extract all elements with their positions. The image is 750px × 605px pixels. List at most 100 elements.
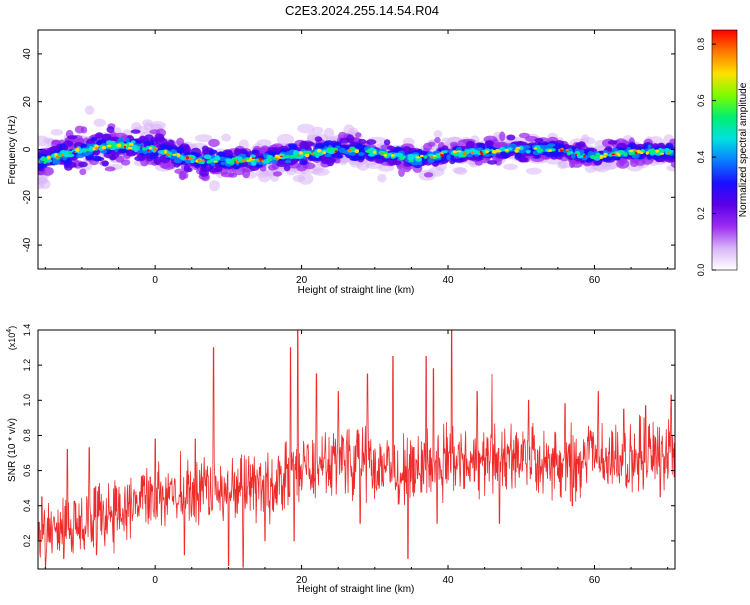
spectrogram-cell — [242, 168, 251, 179]
colorbar-tick-label: 0.6 — [696, 94, 706, 107]
x-tick-label: 0 — [152, 275, 158, 286]
spectrogram-cell — [38, 160, 41, 163]
spectrogram-cell — [79, 168, 87, 176]
spectrogram-cell — [209, 180, 221, 192]
spectrogram-cell — [628, 152, 634, 156]
spectrogram-cell — [603, 152, 608, 156]
spectrogram-x-label: Height of straight line (km) — [298, 285, 415, 296]
spectrogram-cell — [75, 147, 80, 152]
spectrogram-cell — [128, 142, 134, 146]
spectrogram-cell — [146, 149, 150, 152]
y-tick-label: 0.8 — [22, 429, 32, 442]
spectrogram-cell — [142, 147, 147, 151]
spectrogram-cell — [440, 153, 444, 157]
spectrogram-cell — [503, 163, 518, 171]
spectrogram-cell — [95, 147, 99, 150]
x-tick-label: 0 — [152, 575, 158, 586]
spectrogram-cell — [293, 150, 298, 154]
spectrogram-cell — [449, 141, 459, 148]
spectrogram-cell — [84, 105, 95, 115]
y-tick-label: 1.0 — [22, 394, 32, 407]
y-tick-label: 20 — [22, 96, 33, 108]
spectrogram-cell — [660, 150, 665, 154]
spectrogram-cell — [221, 133, 232, 142]
spectrogram-cell — [51, 139, 62, 145]
spectrogram-cell — [55, 155, 59, 159]
spectrogram-cell — [186, 157, 189, 160]
spectrogram-cell — [589, 155, 597, 159]
spectrogram-cell — [194, 134, 213, 143]
colorbar: 0.0 0.2 0.4 0.6 0.8 Normalized spectral ampl… — [696, 29, 749, 277]
spectrogram-cell — [183, 164, 191, 173]
spectrogram-cell — [39, 179, 51, 190]
spectrogram-cell — [316, 148, 322, 153]
snr-scale-label: (x104) — [6, 326, 17, 350]
spectrogram-cell — [210, 162, 216, 167]
spectrogram-cell — [525, 167, 542, 175]
spectrogram-cell — [123, 145, 126, 148]
spectrogram-cell — [242, 159, 247, 163]
spectrogram-cell — [90, 136, 98, 142]
spectrogram-cell — [251, 157, 255, 160]
spectrogram-cell — [288, 154, 296, 159]
y-tick-label: 0.6 — [22, 464, 32, 477]
spectrogram-cell — [202, 159, 205, 162]
spectrogram-cell — [390, 154, 395, 157]
x-tick-label: 60 — [589, 575, 601, 586]
spectrogram-cell — [423, 155, 428, 159]
snr-series-line — [38, 330, 675, 568]
spectrogram-cell — [649, 150, 654, 154]
spectrogram-cell — [251, 149, 258, 155]
spectrogram-cell — [515, 146, 521, 150]
colorbar-tick-label: 0.0 — [696, 264, 706, 277]
spectrogram-cell — [190, 159, 195, 164]
spectrogram-cell — [166, 152, 170, 156]
spectrogram-cell — [639, 151, 644, 154]
spectrogram-cell — [172, 153, 177, 156]
spectrogram-cell — [148, 146, 153, 150]
spectrogram-cell — [399, 156, 405, 161]
spectrogram-cell — [452, 150, 457, 154]
spectrogram-cell — [423, 172, 434, 178]
spectrogram-cell — [463, 152, 467, 155]
spectrogram-cell — [297, 123, 315, 134]
spectrogram-cell — [339, 137, 350, 144]
spectrogram-cell — [335, 145, 341, 149]
spectrogram-cell — [104, 166, 116, 172]
spectrogram-cell — [131, 144, 139, 150]
spectrogram-cell — [228, 160, 235, 165]
spectrogram-cell — [599, 156, 603, 159]
spectrogram-cell — [398, 167, 405, 177]
spectrogram-cell — [634, 149, 637, 153]
spectrogram-cell — [179, 156, 186, 160]
spectrogram-cell — [636, 149, 641, 154]
spectrogram-cell — [487, 160, 498, 165]
spectrogram-cell — [497, 150, 502, 153]
spectrogram-cell — [228, 172, 238, 178]
spectrogram-cell — [623, 152, 628, 157]
spectrogram-cell — [43, 161, 47, 165]
spectrogram-cell — [112, 143, 116, 147]
spectrogram-cell — [187, 154, 194, 158]
spectrogram-cell — [407, 156, 415, 161]
spectrogram-cell — [629, 149, 634, 153]
spectrogram-cell — [153, 148, 158, 151]
spectrogram-cell — [140, 144, 143, 147]
spectrogram-cell — [427, 157, 435, 163]
spectrogram-cell — [162, 145, 173, 151]
colorbar-gradient-bar — [711, 29, 738, 271]
spectrogram-cell — [50, 129, 63, 136]
x-tick-label: 40 — [442, 275, 454, 286]
colorbar-tick-label: 0.8 — [696, 38, 706, 51]
y-tick-label: 1.2 — [22, 359, 32, 372]
spectrogram-cell — [314, 143, 323, 149]
colorbar-tick-label: 0.2 — [696, 207, 706, 220]
snr-x-label: Height of straight line (km) — [298, 584, 415, 595]
spectrogram-cell — [377, 173, 387, 183]
spectrogram-cell — [92, 147, 96, 151]
spectrogram-cell — [296, 163, 308, 172]
spectrogram-cell — [209, 149, 218, 155]
spectrogram-cell — [602, 155, 607, 158]
spectrogram-cell — [63, 158, 73, 166]
